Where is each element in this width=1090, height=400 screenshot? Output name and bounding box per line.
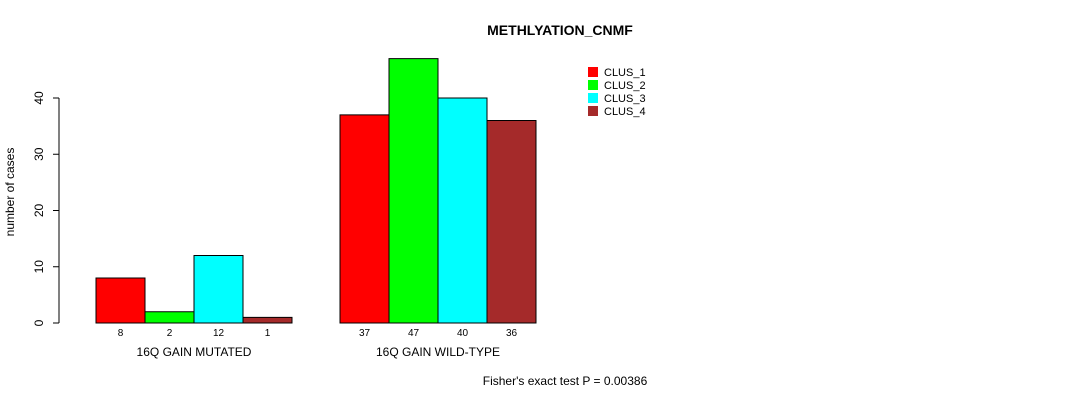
legend-label: CLUS_3: [604, 93, 646, 105]
bar-clus_4: [486, 120, 537, 324]
bar-clus_3: [437, 97, 488, 324]
y-tick-label: 20: [32, 204, 46, 218]
legend-swatch: [588, 106, 598, 116]
fisher-test-annotation: Fisher's exact test P = 0.00386: [483, 374, 648, 388]
bar-clus_1: [95, 277, 146, 324]
bar-value-label: 37: [359, 328, 371, 339]
legend-swatch: [588, 67, 598, 77]
legend-label: CLUS_1: [604, 67, 646, 79]
y-tick-label: 30: [32, 147, 46, 161]
chart-title: METHLYATION_CNMF: [487, 22, 633, 38]
y-tick-label: 0: [32, 319, 46, 326]
bar-value-label: 1: [265, 328, 271, 339]
category-label: 16Q GAIN MUTATED: [137, 345, 252, 359]
bar-value-label: 40: [457, 328, 469, 339]
legend-swatch: [588, 80, 598, 90]
bar-value-label: 47: [408, 328, 420, 339]
bar-clus_4: [242, 316, 293, 324]
y-tick-label: 40: [32, 91, 46, 105]
bar-clus_2: [388, 58, 439, 324]
bar-clus_3: [193, 255, 244, 324]
bars: 8 2 12 1 16Q GAIN MUTATED 37 47 40 36 16Q GAIN WI…: [95, 58, 537, 359]
legend-label: CLUS_2: [604, 80, 646, 92]
y-tick-label: 10: [32, 260, 46, 274]
y-axis-label: number of cases: [3, 148, 17, 237]
bar-value-label: 8: [118, 328, 124, 339]
legend-swatch: [588, 93, 598, 103]
category-label: 16Q GAIN WILD-TYPE: [376, 345, 500, 359]
legend-label: CLUS_4: [604, 106, 646, 118]
bar-clus_2: [144, 311, 195, 324]
bar-value-label: 12: [213, 328, 225, 339]
bar-value-label: 2: [167, 328, 173, 339]
bar-clus_1: [339, 114, 390, 324]
bar-value-label: 36: [506, 328, 518, 339]
y-axis: 0 10 20 30 40: [32, 91, 60, 326]
